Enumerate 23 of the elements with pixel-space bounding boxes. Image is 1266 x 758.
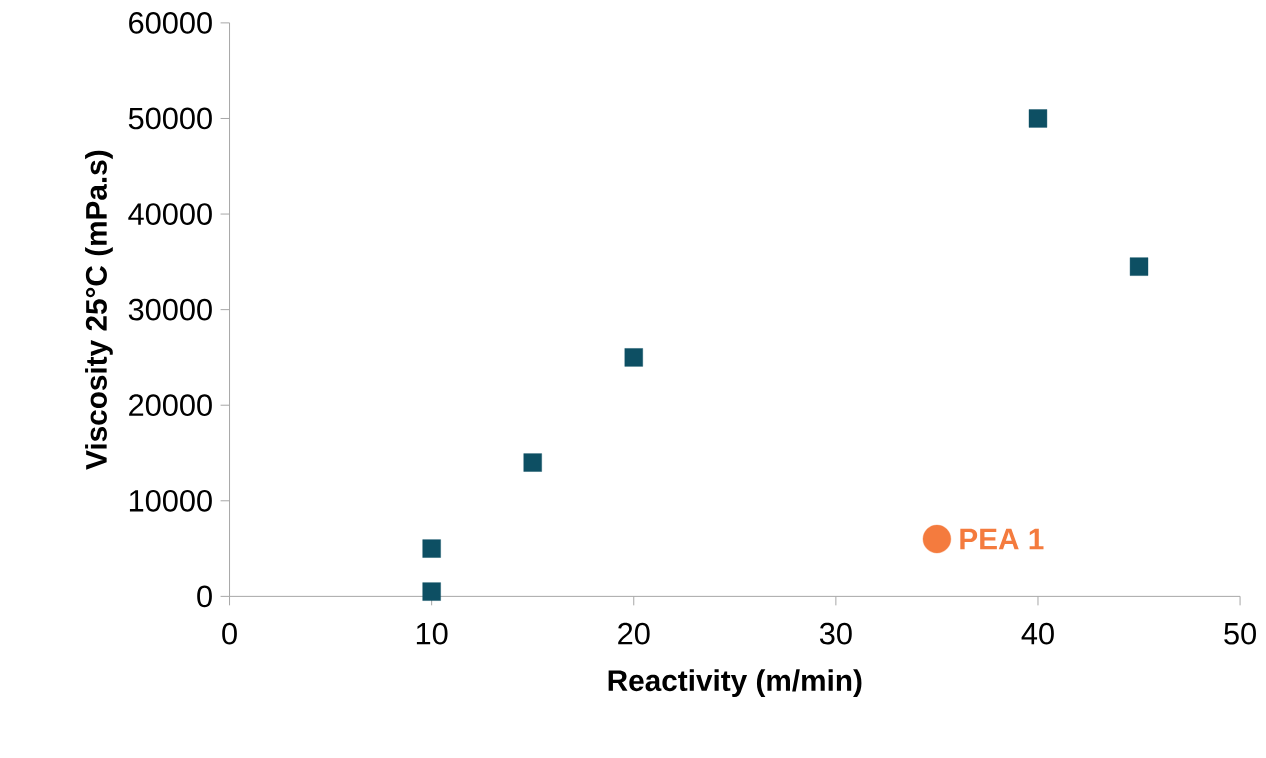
- point: [422, 582, 441, 601]
- y-tick-label: 40000: [128, 203, 212, 226]
- point: [624, 348, 643, 367]
- point: [1028, 109, 1048, 128]
- point: [422, 539, 441, 558]
- point: [523, 453, 542, 472]
- y-tick-label: 50000: [128, 107, 212, 130]
- x-tick-label: 10: [416, 622, 448, 645]
- legend-label: PEA 1: [960, 528, 1044, 550]
- x-tick-label: 50: [1224, 622, 1256, 645]
- x-tick-label: 40: [1021, 622, 1054, 645]
- y-tick-label: 60000: [129, 12, 212, 34]
- y-tick-label: 10000: [129, 490, 212, 512]
- point: [1129, 257, 1149, 276]
- y-axis-title: Viscosity 25°C (mPa.s): [85, 150, 113, 470]
- y-tick-label: 20000: [129, 394, 212, 417]
- x-axis-title: Reactivity (m/min): [608, 669, 862, 698]
- x-tick-label: 30: [819, 622, 852, 645]
- x-tick-label: 20: [618, 622, 650, 645]
- y-tick-label: 30000: [128, 298, 212, 321]
- y-tick-label: 0: [197, 585, 212, 608]
- point: [922, 525, 952, 554]
- x-tick-label: 0: [222, 622, 237, 645]
